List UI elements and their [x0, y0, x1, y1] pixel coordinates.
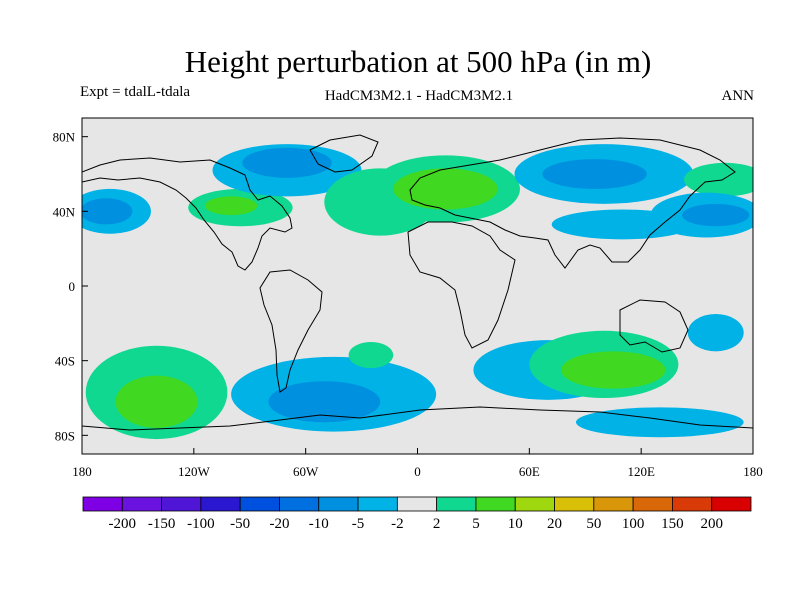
- anomaly-s-atlantic-high: [348, 342, 394, 369]
- colorbar-label: 50: [586, 516, 601, 532]
- anomaly-field: [82, 144, 753, 440]
- coastlines: [82, 134, 753, 431]
- anomaly-s-indian-high-core: [561, 351, 666, 389]
- coast-north-america: [82, 157, 293, 271]
- colorbar-label: 20: [547, 516, 562, 532]
- x-tick-label: 180: [72, 464, 92, 479]
- colorbar-swatch: [161, 496, 202, 512]
- colorbar-label: -20: [269, 516, 289, 532]
- x-tick-label: 60E: [519, 464, 540, 479]
- coast-antarctica: [82, 406, 753, 431]
- colorbar-swatch: [239, 496, 280, 512]
- anomaly-sw-pacific-low: [687, 314, 744, 352]
- coast-africa: [407, 221, 516, 349]
- colorbar: -200 -150 -100 -50 -20 -10 -5 -2 2 5 10 20 50 100 150 2…: [82, 496, 752, 532]
- model-comparison-label: HadCM3M2.1 - HadCM3M2.1: [324, 88, 514, 104]
- colorbar-swatch: [593, 496, 634, 512]
- map-axes: 180 120W 60W 0 60E 120E 180 80N 40N 0 40S 80S: [53, 130, 763, 479]
- colorbar-label: 10: [508, 516, 523, 532]
- x-tick-label: 180: [743, 464, 763, 479]
- season-label: ANN: [721, 88, 755, 104]
- anomaly-nw-pacific-high: [684, 162, 753, 197]
- colorbar-swatch: [475, 496, 516, 512]
- coast-europe-asia: [409, 137, 736, 269]
- anomaly-nw-pacific-low-core: [682, 203, 750, 227]
- colorbar-label: 200: [700, 516, 723, 532]
- colorbar-swatch: [632, 496, 673, 512]
- anomaly-siberia-low-core: [542, 159, 647, 189]
- colorbar-label: 2: [433, 516, 441, 532]
- chart-title: Height perturbation at 500 hPa (in m): [184, 44, 652, 79]
- y-tick-label: 40N: [53, 204, 76, 219]
- anomaly-canada-low-core: [242, 147, 332, 178]
- experiment-label: Expt = tdalL-tdala: [80, 84, 191, 100]
- colorbar-label: -10: [309, 516, 329, 532]
- anomaly-europe-high-core: [393, 168, 498, 210]
- x-tick-label: 120W: [178, 464, 211, 479]
- colorbar-label: -2: [391, 516, 404, 532]
- colorbar-label: -50: [230, 516, 250, 532]
- y-tick-label: 80S: [55, 428, 75, 443]
- x-tick-label: 120E: [627, 464, 655, 479]
- colorbar-swatch: [514, 496, 555, 512]
- colorbar-swatch: [200, 496, 241, 512]
- y-tick-label: 80N: [53, 130, 76, 145]
- anomaly-antarctic-low: [575, 407, 744, 438]
- colorbar-swatch: [711, 496, 752, 512]
- colorbar-label: -200: [109, 516, 137, 532]
- colorbar-label: -100: [187, 516, 215, 532]
- coast-south-america: [259, 269, 323, 393]
- colorbar-label: 100: [622, 516, 645, 532]
- colorbar-swatch: [318, 496, 359, 512]
- y-tick-label: 40S: [55, 354, 75, 369]
- colorbar-swatch: [396, 496, 438, 512]
- anomaly-n-pacific-low-core: [82, 198, 133, 225]
- colorbar-swatch: [554, 496, 595, 512]
- colorbar-swatch: [357, 496, 398, 512]
- colorbar-label: 5: [472, 516, 480, 532]
- colorbar-swatch: [82, 496, 123, 512]
- x-tick-label: 60W: [293, 464, 319, 479]
- colorbar-swatch: [436, 496, 477, 512]
- anomaly-s-pacific-high-core: [115, 375, 198, 428]
- colorbar-label: -5: [352, 516, 365, 532]
- colorbar-swatch: [121, 496, 162, 512]
- coast-australia: [619, 299, 689, 353]
- anomaly-s-america-low-core: [268, 381, 381, 423]
- colorbar-label: -150: [148, 516, 176, 532]
- x-tick-label: 0: [414, 464, 421, 479]
- anomaly-n-america-high-core: [205, 196, 258, 216]
- y-tick-label: 0: [69, 279, 76, 294]
- colorbar-swatch: [279, 496, 320, 512]
- colorbar-label: 150: [661, 516, 684, 532]
- colorbar-swatch: [672, 496, 713, 512]
- coast-greenland: [309, 134, 379, 173]
